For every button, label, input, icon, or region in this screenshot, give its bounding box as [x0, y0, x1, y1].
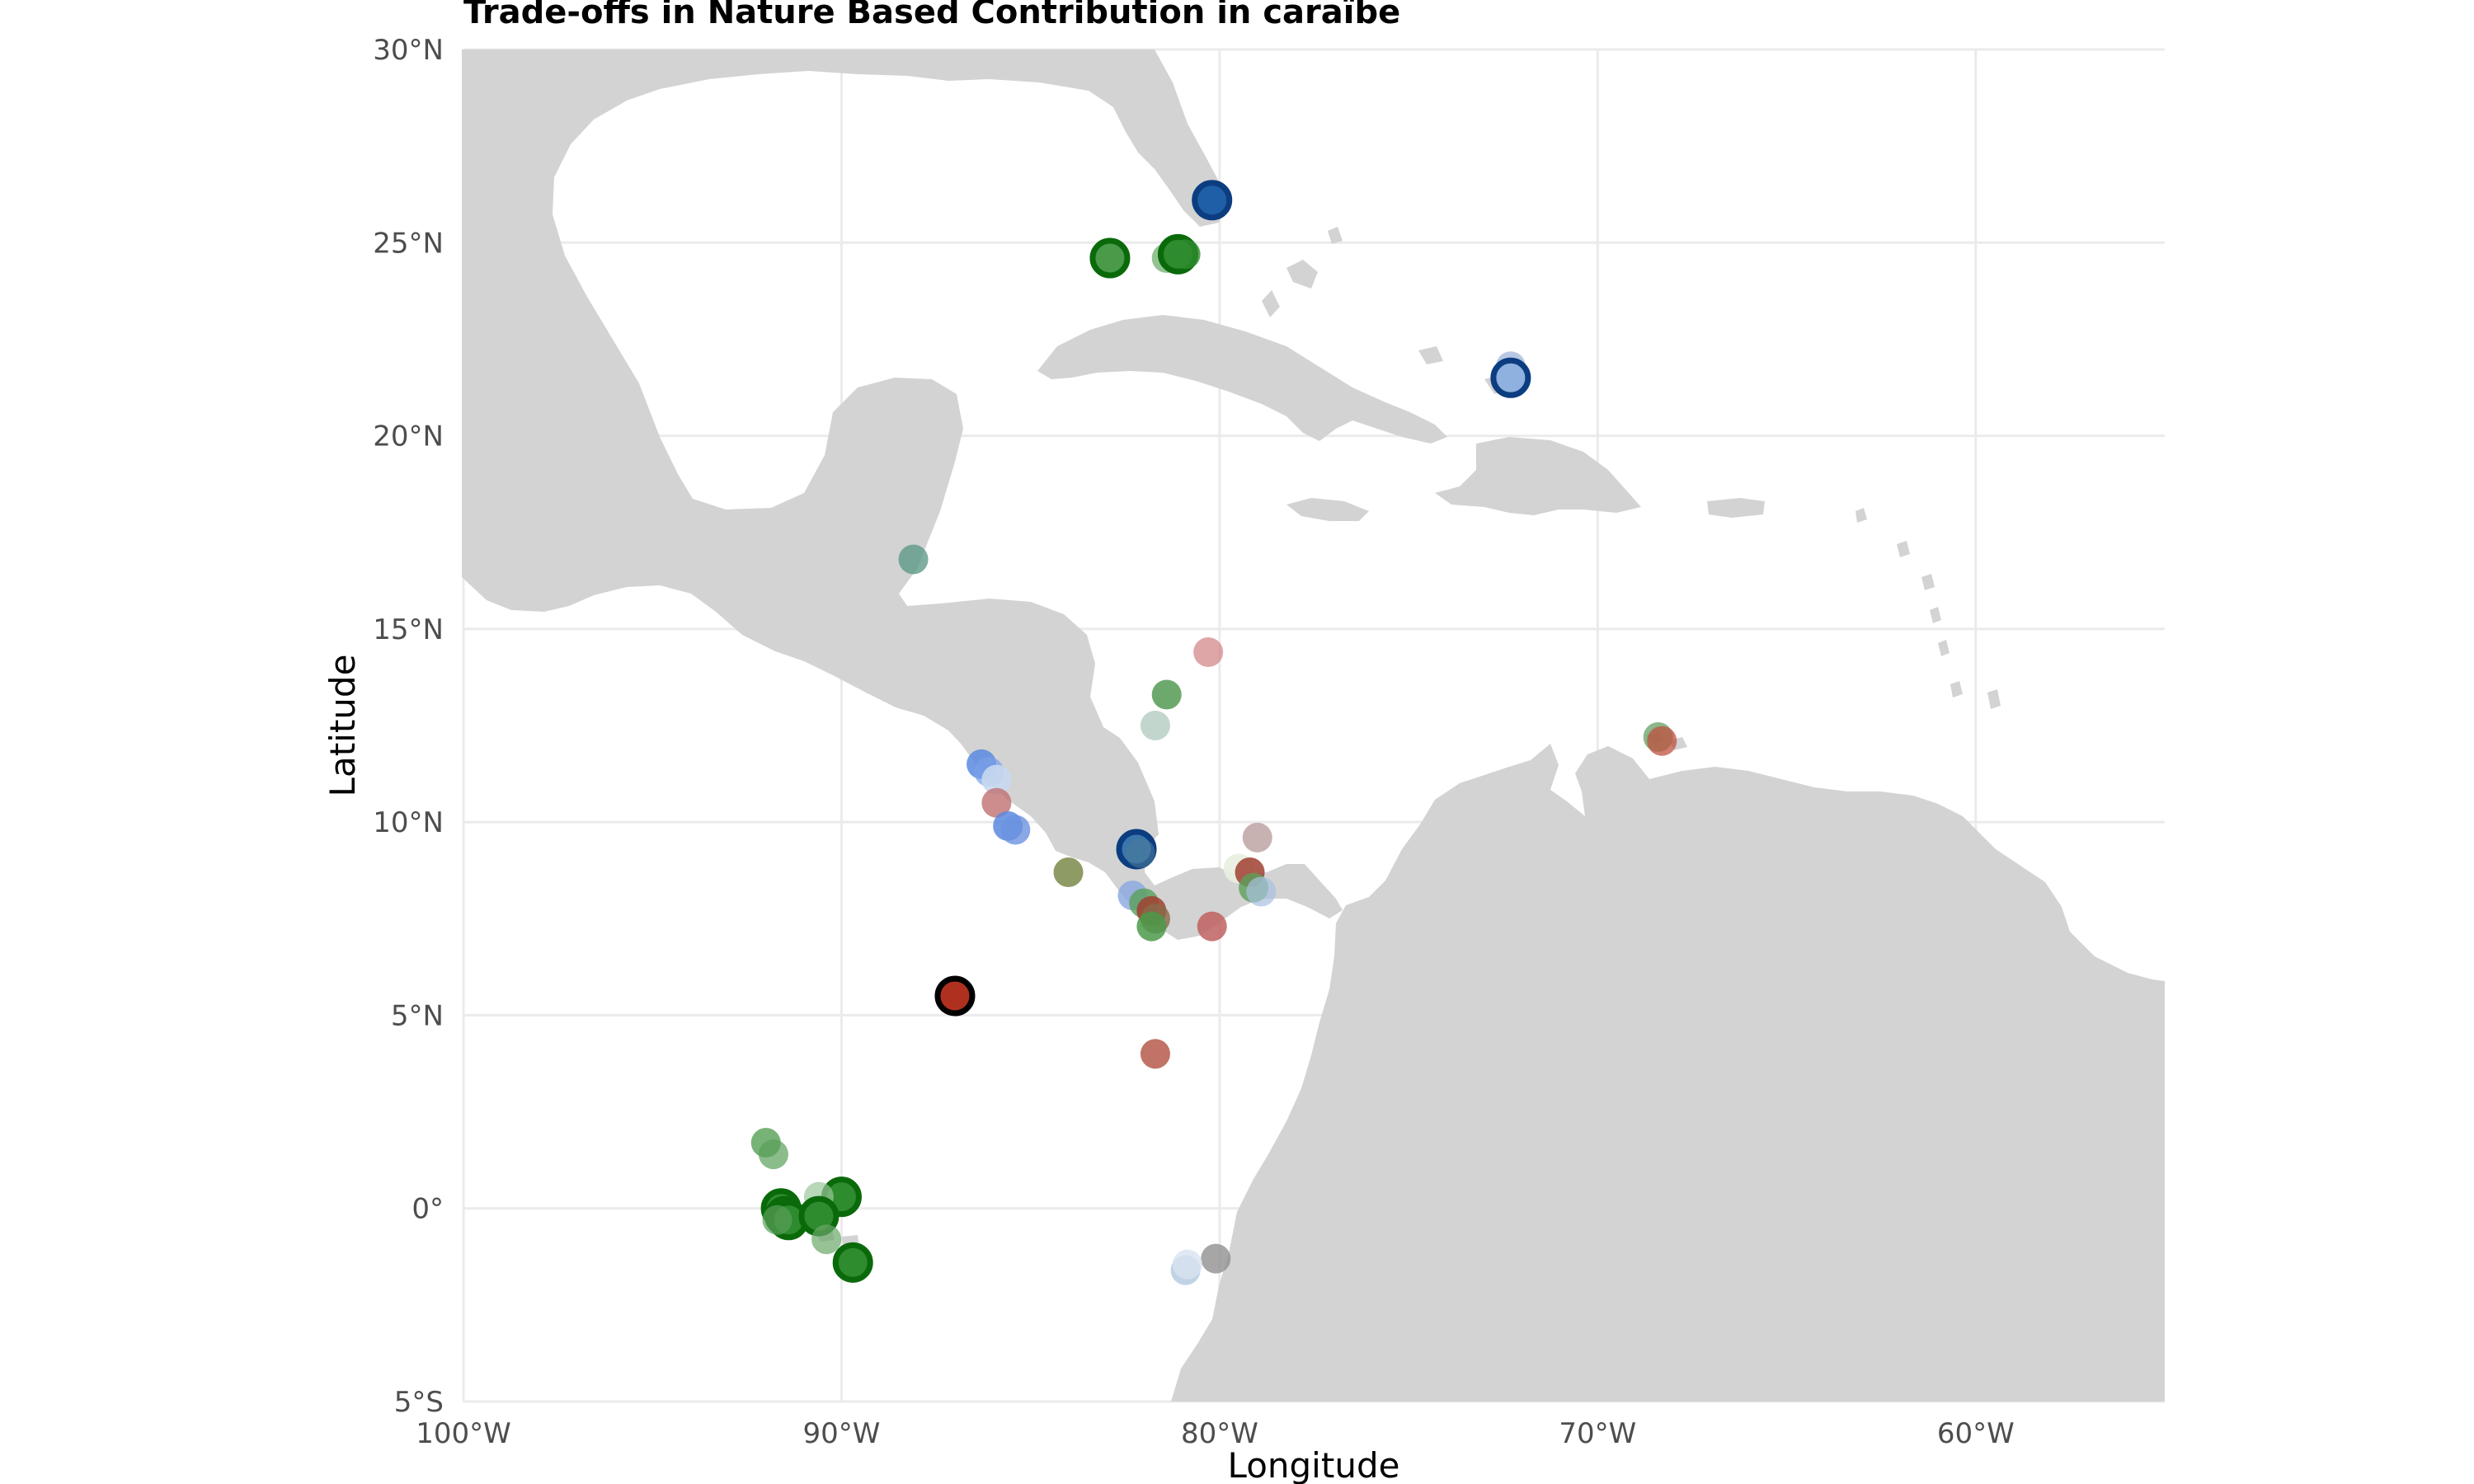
lesser-antilles-islands — [1856, 508, 2001, 709]
y-tick-label: 25°N — [373, 227, 444, 260]
puerto-rico-island — [1707, 498, 1765, 518]
y-tick-label: 5°S — [394, 1386, 444, 1419]
site-point — [1201, 1243, 1231, 1274]
site-point — [832, 1242, 873, 1283]
hispaniola-island — [1435, 437, 1641, 515]
data-points — [750, 180, 1677, 1285]
site-point — [1125, 838, 1155, 868]
site-point — [1136, 911, 1167, 942]
x-tick-label: 60°W — [1937, 1417, 2015, 1450]
south-america-landmass — [1171, 744, 2165, 1402]
site-point — [1000, 815, 1031, 845]
north-america-landmass — [462, 49, 1343, 940]
x-tick-label: 70°W — [1559, 1417, 1636, 1450]
jamaica-island — [1286, 498, 1369, 521]
x-axis-ticks: 100°W 90°W 80°W 70°W 60°W — [416, 1417, 2014, 1450]
site-point — [1053, 857, 1084, 888]
site-point — [1151, 679, 1182, 710]
site-point — [1140, 1039, 1170, 1069]
site-point — [1170, 239, 1201, 270]
site-point — [1242, 822, 1272, 852]
site-point — [1197, 911, 1227, 942]
site-point — [1140, 711, 1170, 740]
y-tick-label: 10°N — [373, 806, 444, 839]
x-axis-title: Longitude — [1228, 1445, 1400, 1484]
y-tick-label: 30°N — [373, 34, 444, 67]
site-point — [811, 1224, 842, 1255]
site-point — [981, 787, 1012, 818]
chart-title: Trade-offs in Nature Based Contribution … — [463, 0, 1400, 31]
site-point — [1192, 180, 1233, 221]
y-tick-label: 0° — [412, 1193, 444, 1226]
site-point — [898, 544, 929, 575]
land-masses — [462, 49, 2165, 1402]
site-point — [1490, 357, 1531, 398]
site-point — [758, 1139, 788, 1170]
site-point — [934, 975, 976, 1017]
site-point — [1647, 726, 1677, 756]
y-tick-label: 20°N — [373, 420, 444, 453]
site-point — [1172, 1249, 1202, 1280]
cuba-island — [1037, 315, 1447, 444]
x-tick-label: 90°W — [802, 1417, 880, 1450]
x-tick-label: 80°W — [1181, 1417, 1258, 1450]
y-tick-label: 5°N — [391, 999, 444, 1032]
site-point — [1246, 876, 1277, 907]
y-axis-ticks: 30°N 25°N 20°N 15°N 10°N 5°N 0° 5°S — [373, 34, 444, 1419]
y-tick-label: 15°N — [373, 613, 444, 646]
site-point — [981, 764, 1012, 795]
x-tick-label: 100°W — [416, 1417, 511, 1450]
y-axis-title: Latitude — [322, 655, 363, 797]
site-point — [762, 1205, 793, 1235]
site-point — [1089, 237, 1131, 279]
site-point — [1193, 636, 1224, 667]
